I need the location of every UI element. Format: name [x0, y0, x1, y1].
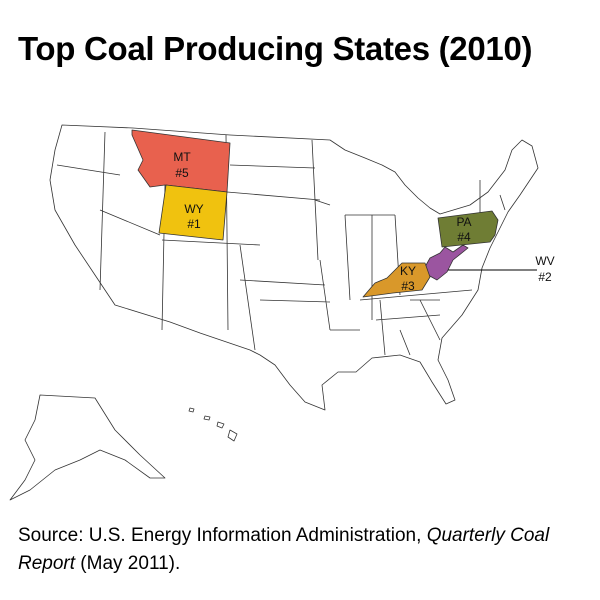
wv-rank: #2: [538, 270, 552, 284]
source-publication: Quarterly Coal Report: [18, 525, 550, 574]
ky-rank: #3: [401, 279, 415, 293]
state-borders: [56, 131, 506, 356]
pa-rank: #4: [457, 230, 471, 244]
wy-rank: #1: [187, 217, 201, 231]
source-prefix: Source: U.S. Energy Information Administ…: [18, 525, 427, 546]
state-wy: [158, 184, 228, 241]
hawaii: [188, 407, 238, 442]
map-title: Top Coal Producing States (2010): [18, 30, 533, 67]
source-note: Source: U.S. Energy Information Administ…: [18, 522, 588, 578]
us-outline: [49, 124, 539, 411]
pa-label: PA: [456, 215, 471, 229]
state-mt: [131, 129, 231, 193]
alaska: [9, 394, 166, 501]
mt-label: MT: [173, 150, 191, 164]
ky-label: KY: [400, 264, 416, 278]
wv-label: WV: [535, 254, 554, 268]
mt-rank: #5: [175, 166, 189, 180]
wy-label: WY: [184, 202, 203, 216]
source-suffix: (May 2011).: [75, 553, 181, 574]
state-pa: [437, 210, 499, 248]
state-ky: [362, 262, 431, 298]
